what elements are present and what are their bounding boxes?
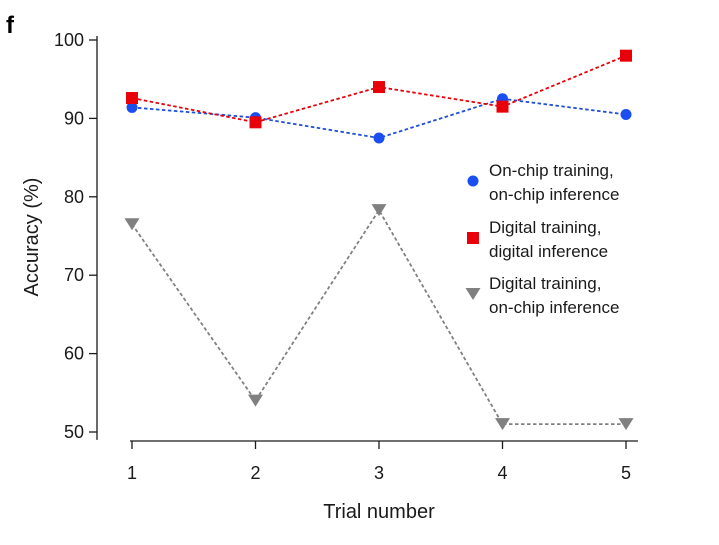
axes: 50 60 70 80 90 100 1 2 3 4 5 — [54, 30, 638, 483]
series-2-point-3 — [371, 204, 387, 217]
legend-marker-0 — [467, 175, 479, 187]
x-tick-label-2: 2 — [250, 463, 260, 483]
legend-label-2-line-0: Digital training, — [489, 274, 601, 293]
y-tick-label-90: 90 — [64, 108, 84, 128]
series-0-point-3 — [373, 132, 385, 144]
y-axis-label: Accuracy (%) — [21, 178, 43, 297]
series-1-point-3 — [373, 81, 385, 94]
legend-marker-2 — [465, 288, 481, 300]
series-1-point-1 — [126, 92, 138, 105]
x-tick-label-5: 5 — [621, 463, 631, 483]
series-2-point-2 — [248, 394, 263, 407]
series-0-point-1 — [126, 101, 138, 113]
series-0-line — [131, 97, 627, 139]
x-tick-label-3: 3 — [374, 463, 384, 483]
series-1-point-5 — [620, 49, 632, 62]
legend-label-1-line-1: digital inference — [489, 242, 608, 261]
series-2-point-4 — [495, 418, 510, 431]
y-tick-label-60: 60 — [64, 344, 84, 364]
legend-marker-1 — [467, 232, 479, 244]
series-0-point-5 — [620, 108, 632, 120]
y-tick-label-100: 100 — [54, 30, 84, 50]
legend-label-2-line-1: on-chip inference — [489, 298, 619, 317]
x-axis-label: Trial number — [323, 501, 435, 523]
x-tick-label-1: 1 — [127, 463, 137, 483]
legend-label-1-line-0: Digital training, — [489, 218, 601, 237]
x-tick-label-4: 4 — [497, 463, 507, 483]
series-markers — [124, 49, 634, 431]
panel-label: f — [6, 12, 15, 39]
series-1-point-2 — [249, 116, 262, 129]
y-tick-label-80: 80 — [64, 187, 84, 207]
series-1-point-4 — [496, 100, 509, 113]
series-2-point-5 — [618, 418, 634, 431]
legend: On-chip training, on-chip inference Digita… — [465, 161, 619, 317]
y-tick-label-50: 50 — [64, 422, 84, 442]
series-lines — [131, 54, 627, 426]
y-tick-label-70: 70 — [64, 265, 84, 285]
series-2-point-1 — [124, 218, 140, 231]
legend-label-0-line-0: On-chip training, — [489, 161, 614, 180]
legend-label-0-line-1: on-chip inference — [489, 185, 619, 204]
